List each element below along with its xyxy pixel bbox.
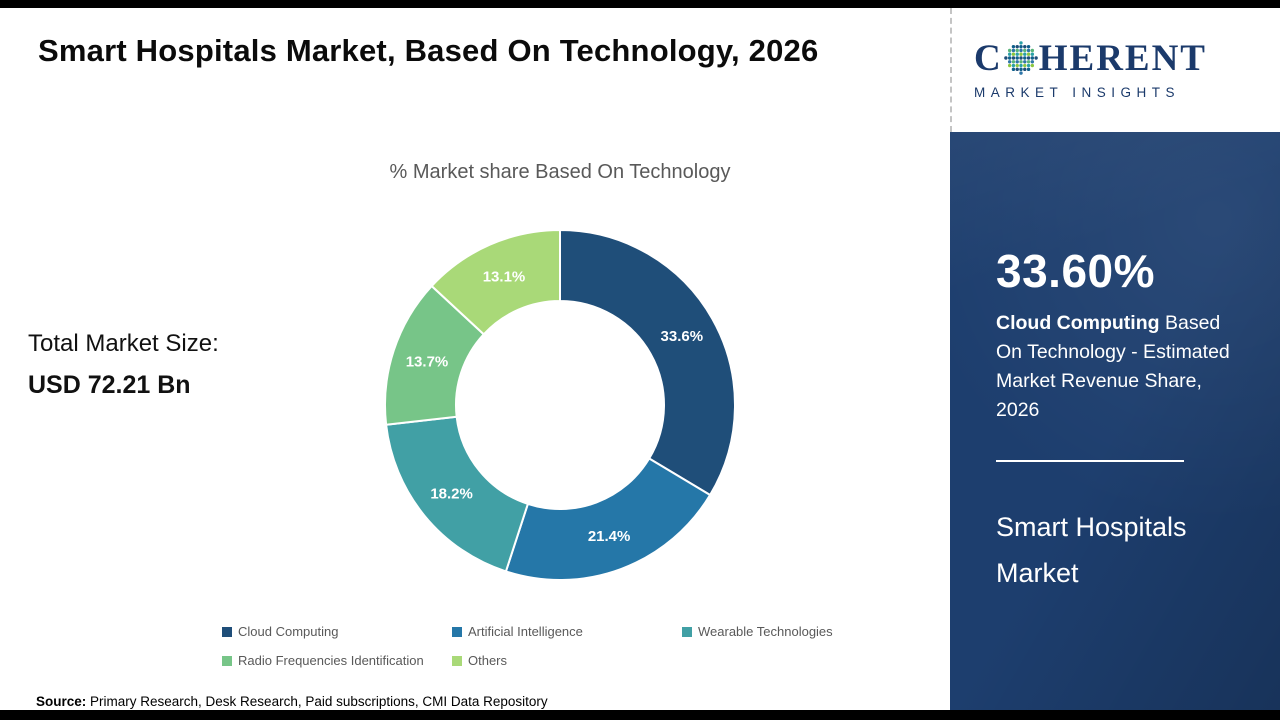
legend-label: Others bbox=[468, 653, 508, 668]
legend-label: Cloud Computing bbox=[238, 624, 339, 639]
donut-slice-artificial-intelligence bbox=[504, 457, 712, 581]
logo-mosaic-dot bbox=[1022, 63, 1027, 67]
slice-label-cloud-computing: 33.6% bbox=[661, 328, 704, 345]
legend-item-wearable-technologies: Wearable Technologies bbox=[682, 624, 927, 639]
logo-mosaic-dot bbox=[1030, 63, 1034, 67]
logo-mosaic-dot bbox=[1015, 55, 1019, 60]
logo-mosaic-dot bbox=[1030, 55, 1034, 60]
slice-label-radio-frequencies-identification: 13.7% bbox=[406, 353, 449, 370]
logo-mosaic-dot bbox=[1030, 48, 1034, 52]
brand-logo-tagline: MARKET INSIGHTS bbox=[974, 85, 1181, 100]
logo-mosaic-dot bbox=[1011, 48, 1015, 52]
logo-mosaic-dot bbox=[1022, 44, 1027, 48]
logo-mosaic-dot bbox=[1019, 67, 1023, 71]
legend-label: Artificial Intelligence bbox=[468, 624, 583, 639]
logo-mosaic-dot bbox=[1034, 55, 1038, 60]
legend-swatch-icon bbox=[222, 655, 232, 666]
logo-mosaic-dot bbox=[1030, 59, 1034, 63]
logo-mosaic-dot bbox=[1007, 52, 1012, 56]
logo-mosaic-dot bbox=[1030, 52, 1034, 56]
logo-mosaic-dot bbox=[1022, 59, 1027, 63]
donut-slice-cloud-computing bbox=[559, 228, 736, 497]
legend-item-cloud-computing: Cloud Computing bbox=[222, 624, 452, 639]
logo-mosaic-dot bbox=[1011, 52, 1015, 56]
highlight-stat-bold: Cloud Computing bbox=[996, 312, 1160, 334]
logo-mosaic-dot bbox=[1026, 44, 1030, 48]
logo-mosaic-dot bbox=[1026, 52, 1030, 56]
logo-mosaic-dot bbox=[1011, 63, 1015, 67]
sidebar-panel: C HERENT MARKET INSIGHTS 33.60% Cloud Co… bbox=[950, 8, 1280, 710]
logo-mosaic-dot bbox=[1022, 48, 1027, 52]
donut-chart: 33.6% 21.4% 18.2% 13.7% 13.1% bbox=[380, 225, 740, 585]
logo-mosaic-dot bbox=[1022, 55, 1027, 60]
donut-chart-svg: 33.6% 21.4% 18.2% 13.7% 13.1% bbox=[384, 228, 736, 581]
donut-slice-others bbox=[430, 228, 561, 336]
brand-logo-mosaic-globe-icon bbox=[1003, 40, 1038, 75]
highlight-stat-rest: Based On Technology - Estimated Market R… bbox=[996, 312, 1230, 421]
brand-logo-letter-c: C bbox=[974, 38, 1003, 79]
legend-item-artificial-intelligence: Artificial Intelligence bbox=[452, 624, 682, 639]
logo-mosaic-dot bbox=[1011, 55, 1015, 60]
logo-mosaic-dot bbox=[1026, 59, 1030, 63]
source-text: Primary Research, Desk Research, Paid su… bbox=[86, 694, 548, 709]
report-title: Smart Hospitals Market bbox=[996, 512, 1187, 588]
logo-mosaic-dot bbox=[1011, 44, 1015, 48]
logo-mosaic-dot bbox=[1015, 63, 1019, 67]
logo-mosaic-dot bbox=[1007, 48, 1012, 52]
highlight-stat-value: 33.60% bbox=[996, 245, 1156, 297]
logo-mosaic-dot bbox=[1015, 59, 1019, 63]
logo-mosaic-dot bbox=[1026, 67, 1030, 71]
logo-mosaic-dot bbox=[1011, 59, 1015, 63]
logo-mosaic-dot bbox=[1019, 48, 1023, 52]
legend-item-radio-frequencies-identification: Radio Frequencies Identification bbox=[222, 653, 452, 668]
logo-mosaic-dot bbox=[1007, 59, 1012, 63]
highlight-stat-description: Cloud Computing Based On Technology - Es… bbox=[996, 309, 1232, 425]
logo-mosaic-dot bbox=[1026, 63, 1030, 67]
page-title: Smart Hospitals Market, Based On Technol… bbox=[38, 33, 819, 68]
total-market-size: Total Market Size: USD 72.21 Bn bbox=[28, 330, 219, 400]
brand-logo-wordmark: C HERENT bbox=[974, 40, 1280, 77]
logo-mosaic-dot bbox=[1022, 67, 1027, 71]
logo-mosaic-dot bbox=[1015, 48, 1019, 52]
total-market-value: USD 72.21 Bn bbox=[28, 371, 191, 399]
source-label: Source: bbox=[36, 694, 87, 709]
legend-swatch-icon bbox=[452, 655, 462, 666]
legend-swatch-icon bbox=[452, 626, 462, 637]
logo-mosaic-dot bbox=[1026, 55, 1030, 60]
logo-mosaic-dot bbox=[1019, 52, 1023, 56]
legend-swatch-icon bbox=[222, 626, 232, 637]
donut-slice-wearable-technologies bbox=[385, 415, 530, 573]
chart-legend: Cloud Computing Artificial Intelligence We… bbox=[222, 624, 932, 668]
legend-label: Radio Frequencies Identification bbox=[238, 653, 424, 668]
slice-label-artificial-intelligence: 21.4% bbox=[588, 528, 631, 545]
legend-label: Wearable Technologies bbox=[698, 624, 833, 639]
logo-mosaic-dot bbox=[1019, 44, 1023, 48]
top-border-bar bbox=[0, 0, 1280, 8]
brand-logo-letters-rest: HERENT bbox=[1038, 38, 1207, 79]
slice-label-others: 13.1% bbox=[483, 269, 526, 286]
logo-mosaic-dot bbox=[1007, 55, 1012, 60]
bottom-border-bar bbox=[0, 710, 1280, 720]
logo-mosaic-dot bbox=[1022, 52, 1027, 56]
logo-mosaic-dot bbox=[1019, 70, 1023, 75]
brand-logo: C HERENT MARKET INSIGHTS bbox=[950, 8, 1280, 132]
legend-swatch-icon bbox=[682, 626, 692, 637]
logo-mosaic-dot bbox=[1019, 55, 1023, 60]
sidebar-divider bbox=[996, 460, 1184, 462]
total-market-label: Total Market Size: bbox=[28, 330, 219, 357]
logo-mosaic-dot bbox=[1019, 40, 1023, 45]
slice-label-wearable-technologies: 18.2% bbox=[430, 486, 473, 503]
logo-mosaic-dot bbox=[1015, 67, 1019, 71]
logo-mosaic-dot bbox=[1019, 59, 1023, 63]
logo-mosaic-dot bbox=[1015, 52, 1019, 56]
logo-mosaic-dot bbox=[1015, 44, 1019, 48]
legend-item-others: Others bbox=[452, 653, 682, 668]
logo-mosaic-dot bbox=[1011, 67, 1015, 71]
logo-mosaic-dot bbox=[1007, 63, 1012, 67]
logo-mosaic-dot bbox=[1003, 55, 1008, 60]
chart-subtitle: % Market share Based On Technology bbox=[389, 161, 731, 183]
logo-mosaic-dot bbox=[1019, 63, 1023, 67]
source-line: Source: Primary Research, Desk Research,… bbox=[36, 694, 548, 709]
logo-mosaic-dot bbox=[1026, 48, 1030, 52]
